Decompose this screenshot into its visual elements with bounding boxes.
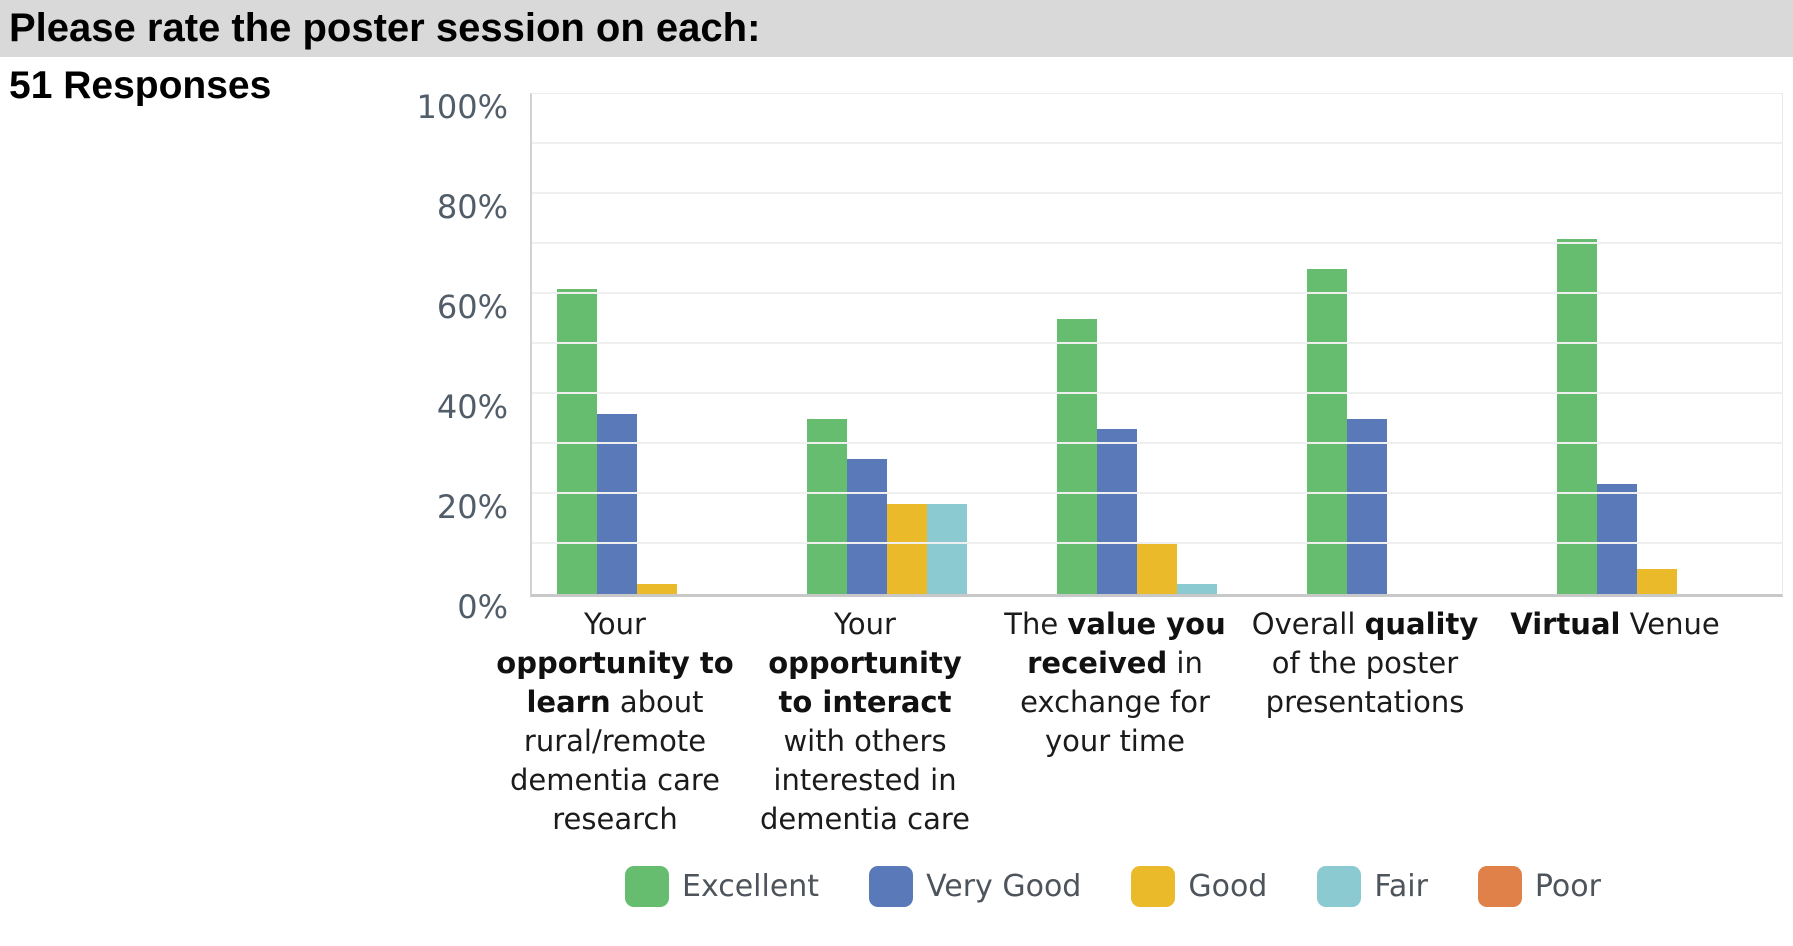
legend: Excellent Very Good Good Fair Poor xyxy=(488,866,1738,907)
bar-fair xyxy=(1177,584,1217,594)
bar-group xyxy=(1282,94,1532,594)
bar-group xyxy=(1032,94,1282,594)
legend-swatch-icon xyxy=(1317,866,1362,907)
legend-item-very-good: Very Good xyxy=(869,866,1081,907)
legend-item-good: Good xyxy=(1131,866,1267,907)
bars-row xyxy=(532,94,1782,594)
legend-swatch-icon xyxy=(869,866,914,907)
plot-area xyxy=(530,93,1783,597)
legend-item-poor: Poor xyxy=(1477,866,1601,907)
bar-very-good xyxy=(1347,419,1387,594)
legend-label: Fair xyxy=(1374,869,1428,904)
bar-very-good xyxy=(597,414,637,594)
bar-excellent xyxy=(1057,319,1097,594)
bar-excellent xyxy=(1557,239,1597,594)
category-label: Your opportunity to learn about rural/remot… xyxy=(496,607,734,836)
y-tick-label: 20% xyxy=(436,488,508,526)
legend-item-excellent: Excellent xyxy=(625,866,819,907)
category-label: Your opportunity to interact with others int… xyxy=(760,607,970,836)
category-label: Overall quality of the poster presentation… xyxy=(1251,607,1479,719)
bar-group xyxy=(1532,94,1782,594)
y-tick-label: 40% xyxy=(436,388,508,426)
bar-group xyxy=(532,94,782,594)
y-tick-label: 80% xyxy=(436,188,508,226)
bar-good xyxy=(637,584,677,594)
bar-fair xyxy=(927,504,967,594)
x-axis-labels: Your opportunity to learn about rural/remot… xyxy=(490,605,1740,839)
legend-item-fair: Fair xyxy=(1317,866,1428,907)
y-axis: 0% 20% 40% 60% 80% 100% xyxy=(0,88,518,624)
y-tick-label: 0% xyxy=(457,588,508,626)
legend-label: Excellent xyxy=(682,869,820,904)
bar-good xyxy=(1637,569,1677,594)
legend-swatch-icon xyxy=(1477,866,1522,907)
bar-excellent xyxy=(807,419,847,594)
bar-very-good xyxy=(847,459,887,594)
bar-good xyxy=(887,504,927,594)
question-header-bar: Please rate the poster session on each: xyxy=(0,0,1793,57)
legend-swatch-icon xyxy=(625,866,670,907)
bar-very-good xyxy=(1097,429,1137,594)
bar-excellent xyxy=(557,289,597,594)
bar-good xyxy=(1137,544,1177,594)
category-label: Virtual Venue xyxy=(1510,607,1720,641)
responses-count: 51 Responses xyxy=(9,64,272,107)
legend-swatch-icon xyxy=(1131,866,1176,907)
legend-label: Poor xyxy=(1534,869,1601,904)
question-title: Please rate the poster session on each: xyxy=(9,6,761,50)
bar-group xyxy=(782,94,1032,594)
bar-very-good xyxy=(1597,484,1637,594)
bar-excellent xyxy=(1307,269,1347,594)
legend-label: Very Good xyxy=(926,869,1082,904)
legend-label: Good xyxy=(1188,869,1268,904)
y-tick-label: 100% xyxy=(416,88,508,126)
y-tick-label: 60% xyxy=(436,288,508,326)
category-label: The value you received in exchange for your… xyxy=(1004,607,1226,758)
